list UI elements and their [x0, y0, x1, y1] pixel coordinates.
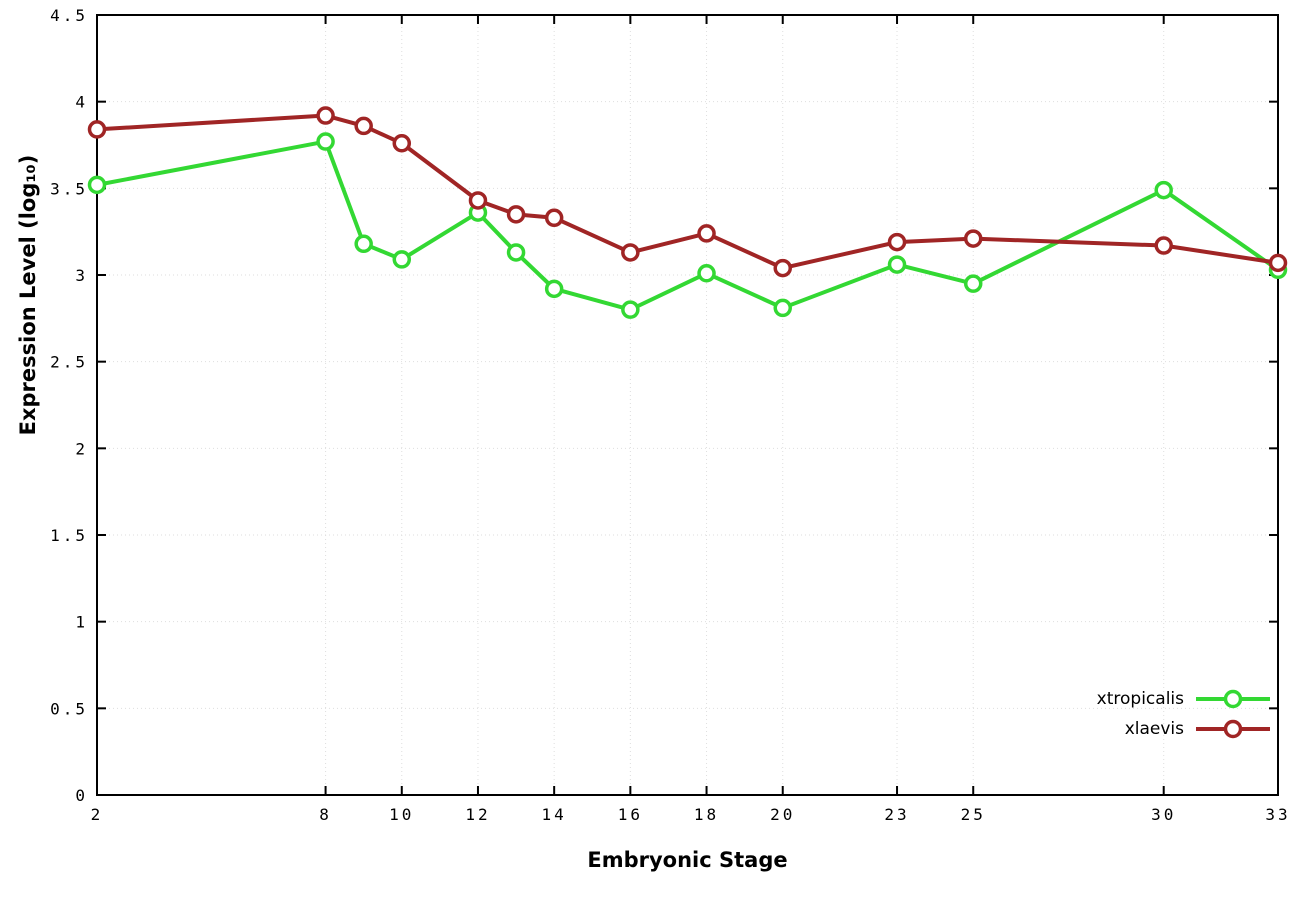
data-point-xlaevis [621, 243, 640, 262]
y-tick-label: 1.5 [50, 526, 88, 545]
x-tick-label: 30 [1151, 805, 1176, 824]
legend-label-xtropicalis: xtropicalis [1096, 689, 1184, 709]
data-point-xtropicalis [354, 234, 373, 254]
data-point-xlaevis [87, 120, 107, 139]
data-point-xlaevis [963, 229, 983, 248]
data-point-xlaevis [544, 208, 564, 228]
y-tick-label: 2 [75, 439, 88, 458]
data-point-xlaevis [773, 258, 792, 278]
x-axis-label: Embryonic Stage [587, 848, 788, 872]
data-point-xlaevis [392, 134, 412, 153]
plot-border [96, 14, 1279, 796]
y-tick-label: 3.5 [50, 179, 88, 198]
x-tick-label: 25 [961, 805, 986, 824]
legend-sample-marker [1223, 719, 1243, 739]
x-tick-label: 10 [389, 805, 414, 824]
data-point-xlaevis [887, 232, 907, 252]
legend-label-xlaevis: xlaevis [1124, 719, 1184, 739]
y-tick-label: 3 [75, 266, 88, 285]
y-tick-label: 4 [75, 93, 88, 112]
y-tick-label: 0 [75, 786, 88, 805]
data-point-xtropicalis [544, 279, 564, 299]
data-point-xlaevis [316, 106, 335, 125]
x-tick-label: 20 [770, 805, 795, 824]
y-tick-label: 1 [75, 613, 88, 632]
data-point-xtropicalis [392, 250, 412, 269]
data-point-xtropicalis [506, 243, 526, 262]
series-line-xlaevis [95, 113, 1280, 271]
data-point-xtropicalis [316, 132, 335, 151]
data-point-xlaevis [697, 224, 716, 243]
x-tick-label: 33 [1265, 805, 1290, 824]
data-point-xtropicalis [773, 298, 792, 318]
data-point-xtropicalis [1154, 180, 1173, 200]
y-tick-label: 2.5 [50, 353, 88, 372]
data-point-xlaevis [1154, 236, 1173, 255]
legend-sample-xtropicalis [1196, 689, 1270, 709]
data-point-xlaevis [506, 205, 526, 224]
y-tick-label: 0.5 [50, 699, 88, 718]
x-tick-label: 8 [319, 805, 332, 824]
data-point-xlaevis [1268, 253, 1288, 273]
legend-entry-xtropicalis: xtropicalis [1097, 688, 1272, 710]
data-point-xtropicalis [87, 175, 107, 195]
data-point-xlaevis [468, 191, 488, 210]
x-tick-label: 16 [618, 805, 643, 824]
x-tick-label: 18 [694, 805, 719, 824]
legend: xtropicalis xlaevis [1097, 688, 1272, 740]
x-tick-label: 23 [884, 805, 909, 824]
y-axis-label: Expression Level (log₁₀) [16, 154, 40, 436]
data-point-xtropicalis [887, 255, 907, 274]
data-point-xtropicalis [697, 264, 716, 283]
y-tick-label: 4.5 [50, 6, 88, 25]
data-point-xlaevis [354, 116, 373, 136]
series-line-xtropicalis [95, 139, 1280, 312]
legend-sample-xlaevis [1196, 719, 1270, 739]
legend-sample-marker [1223, 689, 1243, 709]
legend-entry-xlaevis: xlaevis [1097, 718, 1272, 740]
data-point-xtropicalis [621, 300, 640, 319]
x-tick-label: 2 [91, 805, 104, 824]
x-tick-label: 12 [465, 805, 490, 824]
data-point-xtropicalis [963, 274, 983, 293]
x-tick-label: 14 [542, 805, 567, 824]
